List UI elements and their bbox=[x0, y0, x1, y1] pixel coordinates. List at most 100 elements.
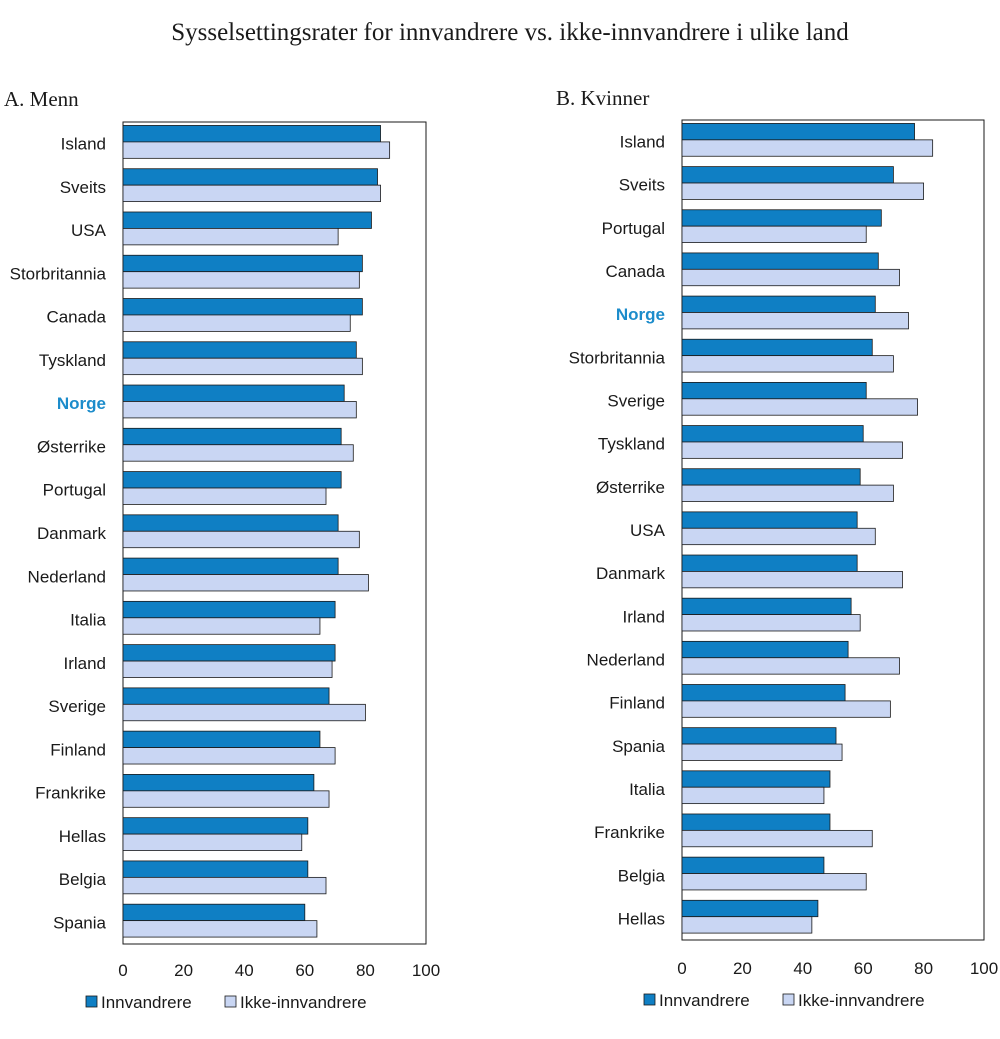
bar-ikke-innvandrere bbox=[681, 139, 934, 157]
bar-innvandrere bbox=[122, 514, 339, 532]
bar-ikke-innvandrere bbox=[681, 484, 894, 502]
category-label: Irland bbox=[63, 654, 106, 673]
bar-innvandrere bbox=[122, 211, 372, 229]
bar-ikke-innvandrere bbox=[122, 271, 360, 289]
bar-innvandrere bbox=[681, 727, 837, 745]
bar-innvandrere bbox=[122, 298, 363, 316]
bar-ikke-innvandrere bbox=[122, 184, 381, 203]
x-tick-label: 60 bbox=[854, 959, 873, 978]
bar-ikke-innvandrere bbox=[122, 617, 321, 635]
bar-ikke-innvandrere bbox=[681, 743, 843, 761]
category-label: USA bbox=[630, 521, 666, 540]
bar-ikke-innvandrere bbox=[681, 614, 861, 632]
legend-label: Innvandrere bbox=[659, 991, 750, 1010]
bar-ikke-innvandrere bbox=[681, 873, 867, 891]
bar-ikke-innvandrere bbox=[122, 530, 360, 549]
chart-title: Sysselsettingsrater for innvandrere vs. … bbox=[171, 19, 849, 46]
category-label: Irland bbox=[622, 607, 665, 626]
bar-ikke-innvandrere bbox=[681, 527, 876, 546]
bar-ikke-innvandrere bbox=[122, 790, 330, 808]
bar-innvandrere bbox=[681, 856, 825, 874]
bar-ikke-innvandrere bbox=[681, 398, 918, 416]
category-label: Sveits bbox=[619, 176, 665, 195]
x-tick-label: 80 bbox=[356, 961, 375, 980]
bar-innvandrere bbox=[122, 860, 309, 878]
bar-ikke-innvandrere bbox=[681, 657, 900, 675]
category-label: Østerrike bbox=[596, 478, 665, 497]
category-label: Frankrike bbox=[35, 784, 106, 803]
panel-title: B. Kvinner bbox=[556, 86, 649, 110]
category-label: Norge bbox=[616, 305, 665, 324]
category-label: Belgia bbox=[618, 866, 666, 885]
bar-innvandrere bbox=[122, 471, 342, 489]
bar-innvandrere bbox=[122, 254, 363, 273]
bar-innvandrere bbox=[681, 813, 831, 831]
category-label: Hellas bbox=[618, 909, 665, 928]
bar-innvandrere bbox=[122, 427, 342, 446]
category-label: Italia bbox=[629, 780, 665, 799]
x-tick-label: 80 bbox=[914, 959, 933, 978]
x-tick-label: 20 bbox=[174, 961, 193, 980]
x-tick-label: 20 bbox=[733, 959, 752, 978]
bar-innvandrere bbox=[681, 209, 882, 227]
bar-ikke-innvandrere bbox=[122, 920, 318, 938]
category-label: Portugal bbox=[602, 219, 665, 238]
bar-innvandrere bbox=[681, 511, 858, 529]
bar-innvandrere bbox=[122, 687, 330, 705]
bar-innvandrere bbox=[122, 817, 309, 835]
bar-ikke-innvandrere bbox=[681, 268, 900, 287]
bar-innvandrere bbox=[122, 644, 336, 662]
category-label: Spania bbox=[53, 913, 106, 932]
category-label: Storbritannia bbox=[10, 264, 107, 283]
x-tick-label: 0 bbox=[118, 961, 127, 980]
bar-innvandrere bbox=[681, 770, 831, 788]
category-label: Finland bbox=[50, 740, 106, 759]
bar-ikke-innvandrere bbox=[122, 747, 336, 765]
category-label: Sverige bbox=[48, 697, 106, 716]
bar-innvandrere bbox=[122, 168, 378, 186]
bar-innvandrere bbox=[122, 125, 381, 143]
bar-innvandrere bbox=[122, 774, 315, 792]
category-label: Island bbox=[61, 135, 106, 154]
legend-swatch bbox=[85, 995, 98, 1008]
category-label: Canada bbox=[46, 308, 106, 327]
bar-ikke-innvandrere bbox=[681, 312, 909, 330]
bar-innvandrere bbox=[681, 295, 876, 313]
bar-innvandrere bbox=[681, 425, 864, 443]
category-label: Finland bbox=[609, 694, 665, 713]
category-label: Norge bbox=[57, 394, 106, 413]
bar-innvandrere bbox=[681, 554, 858, 572]
legend-label: Ikke-innvandrere bbox=[798, 991, 925, 1010]
bar-ikke-innvandrere bbox=[681, 225, 867, 243]
bar-ikke-innvandrere bbox=[681, 829, 873, 848]
bar-ikke-innvandrere bbox=[122, 228, 339, 246]
bar-ikke-innvandrere bbox=[122, 574, 369, 592]
panel-title: A. Menn bbox=[4, 87, 79, 111]
bar-innvandrere bbox=[681, 640, 849, 659]
bar-ikke-innvandrere bbox=[681, 355, 894, 373]
bar-innvandrere bbox=[681, 899, 819, 918]
bar-innvandrere bbox=[122, 730, 321, 748]
bar-innvandrere bbox=[122, 600, 336, 619]
bar-ikke-innvandrere bbox=[681, 700, 891, 718]
bar-ikke-innvandrere bbox=[122, 487, 327, 505]
x-tick-label: 40 bbox=[793, 959, 812, 978]
bar-ikke-innvandrere bbox=[681, 916, 813, 934]
category-label: Storbritannia bbox=[569, 348, 666, 367]
panel-women: B. Kvinner Island Sveits Portugal Canada Norg… bbox=[556, 86, 998, 1010]
bar-innvandrere bbox=[681, 166, 894, 184]
category-label: Portugal bbox=[43, 481, 106, 500]
bar-ikke-innvandrere bbox=[681, 571, 903, 589]
category-label: Island bbox=[620, 133, 665, 152]
category-label: Canada bbox=[605, 262, 665, 281]
category-label: Danmark bbox=[37, 524, 106, 543]
bar-ikke-innvandrere bbox=[681, 441, 903, 459]
category-label: Nederland bbox=[587, 650, 665, 669]
legend-swatch bbox=[643, 993, 656, 1006]
bar-ikke-innvandrere bbox=[681, 182, 925, 200]
bar-innvandrere bbox=[122, 903, 306, 922]
bar-ikke-innvandrere bbox=[122, 141, 391, 159]
category-label: Belgia bbox=[59, 870, 107, 889]
category-label: Østerrike bbox=[37, 437, 106, 456]
